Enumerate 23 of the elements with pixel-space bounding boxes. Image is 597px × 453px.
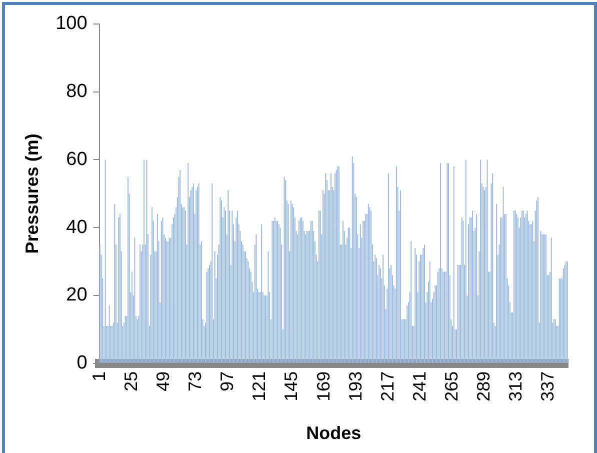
x-tick-label: 265 [442,371,462,402]
x-tick-label: 121 [249,371,270,402]
x-tick-label: 193 [345,371,366,402]
y-tick-label: 100 [56,13,88,34]
x-tick-label: 1 [88,371,109,382]
x-tick-label: 313 [506,371,526,402]
x-tick-label: 217 [377,371,398,402]
x-tick-label: 145 [281,371,302,402]
x-tick-label: 169 [313,371,334,402]
y-tick-label: 40 [66,216,88,238]
x-tick-label: 97 [217,371,238,392]
y-tick-label: 60 [66,148,88,170]
y-axis-title: Pressures (m) [22,134,42,254]
x-tick-label: 25 [120,371,141,392]
x-tick-label: 289 [474,371,494,402]
y-tick-label: 80 [66,81,88,102]
y-tick-label: 0 [76,352,88,374]
x-tick-label: 73 [185,371,206,392]
x-tick-label: 337 [538,371,558,402]
x-axis-title: Nodes [306,423,362,444]
y-tick-label: 20 [66,284,88,306]
x-tick-label: 241 [409,371,430,402]
x-tick-label: 49 [153,371,174,392]
